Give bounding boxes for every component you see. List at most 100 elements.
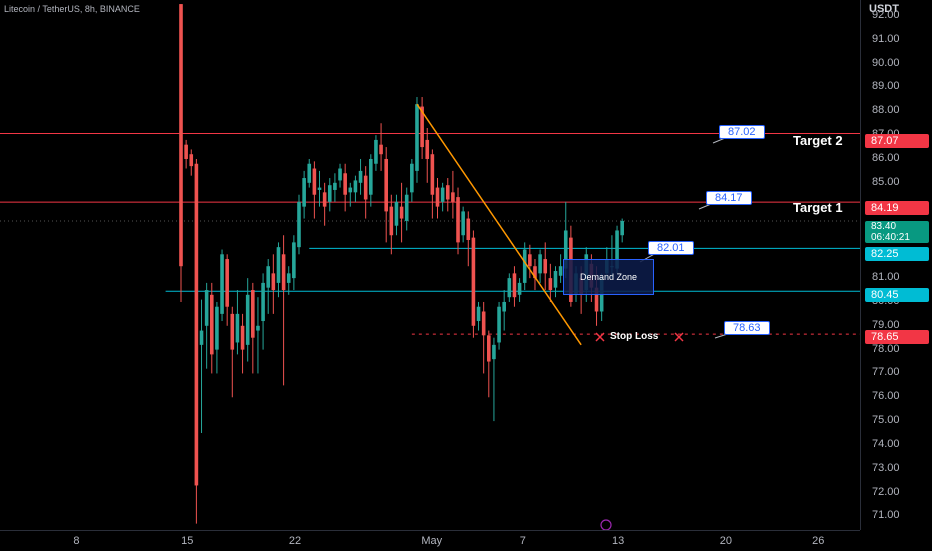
demand-zone-label: Demand Zone	[579, 272, 638, 282]
time-tick: May	[421, 535, 443, 547]
candle-down	[399, 206, 404, 219]
time-tick: 13	[612, 535, 625, 547]
candle-down	[594, 287, 599, 312]
candle-down	[271, 273, 276, 291]
candle-down	[379, 144, 383, 155]
current-price-label: 83.40 06:40:21	[865, 221, 929, 243]
candle-up	[502, 301, 506, 312]
price-axis[interactable]: USDT 92.0091.0090.0089.0088.0087.0086.00…	[860, 0, 932, 530]
candle-up	[297, 201, 301, 248]
candle-down	[481, 311, 486, 336]
time-tick: 22	[288, 535, 302, 547]
candle-down	[487, 335, 491, 362]
target2-price-label: 87.07	[865, 134, 929, 148]
candle-up	[522, 249, 527, 283]
stop-x-icon	[674, 332, 684, 342]
price-tick: 76.00	[872, 390, 900, 403]
target2-label: Target 2	[793, 133, 843, 148]
candle-down	[533, 266, 537, 279]
candle-up	[199, 330, 204, 345]
time-tick: 26	[812, 535, 825, 547]
candle-down	[466, 218, 471, 241]
price-tick: 79.00	[872, 318, 900, 331]
candle-down	[322, 192, 327, 207]
candle-up	[348, 187, 353, 193]
currency-label[interactable]: USDT	[869, 3, 899, 15]
candle-up	[220, 254, 224, 314]
candle-up	[538, 254, 542, 274]
candle-up	[394, 201, 399, 226]
candle-up	[461, 211, 465, 236]
price-tick: 88.00	[872, 104, 900, 117]
candle-up	[497, 306, 501, 343]
candle-up	[358, 170, 363, 183]
candle-down	[363, 175, 368, 200]
candle-up	[353, 180, 358, 193]
candle-up	[558, 266, 563, 276]
candle-up	[410, 163, 414, 193]
price-tick: 90.00	[872, 56, 900, 69]
chart-svg	[0, 4, 860, 531]
candle-down	[194, 163, 199, 486]
candle-up	[266, 266, 271, 288]
candle-up	[440, 187, 445, 202]
price-tick: 73.00	[872, 461, 900, 474]
candle-up	[327, 185, 332, 202]
candle-down	[435, 187, 440, 207]
candle-down	[179, 4, 183, 267]
price-tick: 81.00	[872, 271, 900, 284]
candle-up	[276, 247, 281, 283]
stop-loss-label: Stop Loss	[610, 331, 659, 342]
zone-callout: 82.01	[648, 241, 694, 255]
candle-down	[209, 294, 214, 355]
candle-up	[553, 270, 558, 288]
candle-up	[517, 282, 522, 295]
candle-up	[317, 187, 322, 190]
stop-price-label: 78.65	[865, 330, 929, 344]
candle-up	[338, 168, 342, 181]
price-tick: 72.00	[872, 485, 900, 498]
price-tick: 86.00	[872, 151, 900, 164]
candle-up	[404, 194, 409, 221]
candle-down	[343, 173, 347, 195]
candle-up	[492, 344, 496, 360]
candle-down	[225, 259, 229, 307]
time-tick: 15	[181, 535, 194, 547]
price-tick: 75.00	[872, 414, 900, 427]
time-tick: 8	[73, 535, 80, 547]
target1-label: Target 1	[793, 200, 843, 215]
candle-up	[476, 306, 481, 322]
time-tick: 7	[519, 535, 526, 547]
candle-down	[389, 206, 394, 236]
candle-up	[204, 290, 209, 326]
candle-down	[445, 185, 450, 200]
candle-up	[286, 273, 291, 283]
candle-down	[189, 154, 194, 167]
candle-up	[261, 282, 265, 322]
price-tick: 77.00	[872, 366, 900, 379]
price-tick: 71.00	[872, 509, 900, 522]
price-tick: 85.00	[872, 175, 900, 188]
candle-down	[456, 197, 460, 243]
candle-up	[415, 104, 419, 171]
symbol-info: Litecoin / TetherUS, 8h, BINANCE	[4, 4, 140, 14]
candle-down	[184, 144, 188, 159]
candle-down	[425, 139, 430, 159]
price-tick: 92.00	[872, 9, 900, 21]
target1-price-label: 84.19	[865, 201, 929, 215]
candle-up	[620, 220, 624, 236]
candle-up	[307, 163, 312, 183]
chart-area[interactable]: Litecoin / TetherUS, 8h, BINANCE 87.02 8…	[0, 0, 860, 531]
candle-down	[312, 168, 317, 195]
zone-bottom-price-label: 80.45	[865, 288, 929, 302]
time-axis[interactable]: 8 15 22 May 7 13 20 26	[0, 530, 860, 551]
candle-up	[235, 313, 240, 343]
candle-down	[251, 290, 255, 338]
candle-down	[420, 106, 424, 148]
candle-up	[245, 294, 250, 345]
stop-x-icon	[595, 332, 605, 342]
candle-up	[215, 306, 219, 350]
zone-top-price-label: 82.25	[865, 247, 929, 261]
target2-callout: 87.02	[719, 125, 765, 139]
time-tick: 20	[719, 535, 733, 547]
